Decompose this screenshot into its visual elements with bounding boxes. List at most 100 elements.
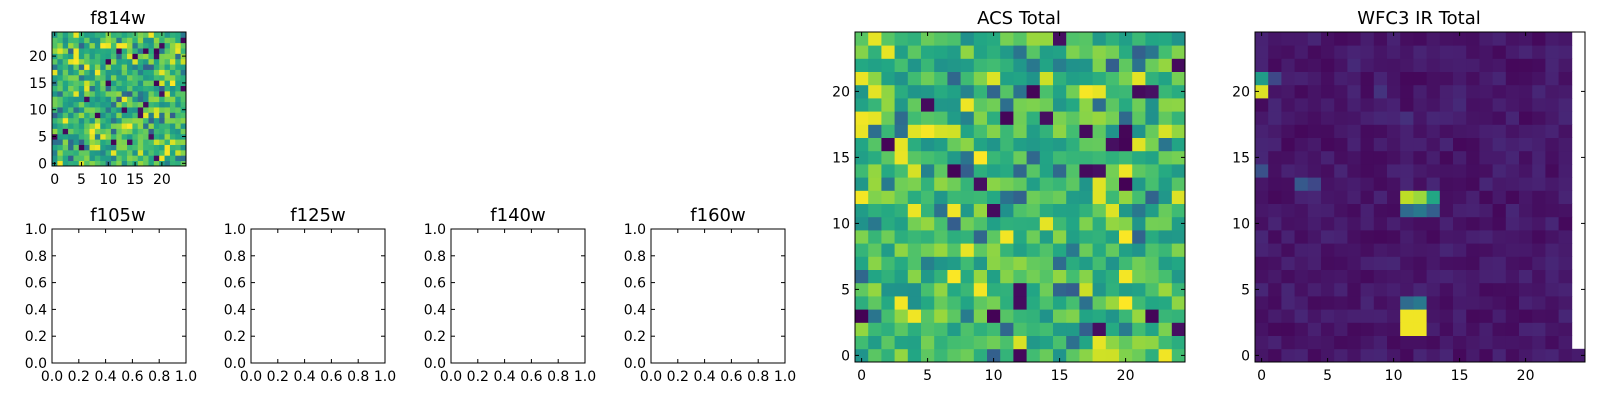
heatmap-cell	[1013, 98, 1027, 112]
heatmap-cell	[881, 32, 895, 46]
heatmap-cell	[73, 149, 80, 156]
heatmap-cell	[121, 58, 128, 65]
heatmap-cell	[1132, 58, 1146, 72]
heatmap-cell	[1281, 322, 1295, 336]
heatmap-cell	[100, 133, 106, 140]
y-tick-label: 0.2	[25, 329, 47, 345]
heatmap-cell	[1347, 230, 1361, 244]
heatmap-cell	[1479, 58, 1493, 72]
y-tick-label: 0.6	[424, 276, 446, 292]
heatmap-cell	[1132, 164, 1146, 178]
heatmap-cell	[894, 98, 909, 112]
heatmap-cell	[52, 128, 58, 135]
heatmap-cell	[1119, 322, 1133, 336]
heatmap-cell	[153, 80, 160, 86]
y-tick-label: 0	[38, 156, 47, 172]
heatmap-cell	[1505, 45, 1520, 59]
heatmap-cell	[89, 101, 96, 108]
heatmap-cell	[855, 348, 869, 363]
heatmap-cell	[1105, 32, 1120, 46]
heatmap-cell	[1307, 137, 1322, 152]
y-tick-label: 1.0	[424, 222, 446, 238]
heatmap-cell	[987, 335, 1001, 350]
heatmap-cell	[127, 144, 133, 151]
heatmap-cell	[89, 160, 96, 167]
heatmap-cell	[868, 45, 882, 59]
heatmap-cell	[1334, 282, 1348, 297]
heatmap-cell	[1132, 150, 1146, 165]
heatmap-cell	[987, 269, 1001, 284]
heatmap-cell	[121, 112, 128, 119]
heatmap-cell	[100, 90, 106, 97]
heatmap-cell	[1171, 71, 1186, 86]
heatmap-cell	[960, 296, 975, 310]
heatmap-cell	[1013, 203, 1027, 218]
heatmap-cell	[881, 269, 895, 284]
heatmap-cell	[1145, 111, 1159, 125]
heatmap-cell	[907, 348, 922, 363]
heatmap-cell	[921, 230, 935, 244]
heatmap-cell	[1400, 203, 1414, 218]
heatmap-cell	[1373, 84, 1388, 99]
heatmap-cell	[159, 90, 165, 97]
heatmap-cell	[921, 190, 935, 204]
heatmap-cell	[57, 64, 64, 70]
heatmap-cell	[1281, 98, 1295, 112]
heatmap-cell	[137, 144, 144, 151]
heatmap-cell	[1307, 335, 1322, 350]
heatmap-cell	[1453, 282, 1467, 297]
heatmap-cell	[1119, 177, 1133, 191]
heatmap-cell	[1466, 190, 1480, 204]
y-tick-label: 0.0	[25, 356, 47, 372]
heatmap-cell	[1158, 190, 1173, 204]
heatmap-cell	[1000, 296, 1014, 310]
heatmap-cell	[159, 42, 165, 49]
heatmap-cell	[62, 80, 69, 86]
heatmap-cell	[143, 90, 149, 97]
heatmap-cell	[894, 124, 909, 138]
heatmap-cell	[1466, 322, 1480, 336]
heatmap-cell	[1400, 137, 1414, 152]
heatmap-cell	[1000, 98, 1014, 112]
heatmap-cell	[1307, 296, 1322, 310]
heatmap-cell	[1281, 348, 1295, 363]
heatmap-cell	[973, 322, 988, 336]
heatmap-cell	[175, 96, 182, 103]
heatmap-cell	[1360, 256, 1375, 270]
heatmap-cell	[153, 160, 160, 167]
heatmap-cell	[1039, 348, 1054, 363]
heatmap-cell	[1453, 137, 1467, 152]
heatmap-cell	[1347, 348, 1361, 363]
heatmap-cell	[148, 69, 155, 76]
y-tick-label: 10	[832, 216, 850, 232]
heatmap-cell	[1132, 84, 1146, 99]
heatmap-cell	[1453, 58, 1467, 72]
heatmap-cell	[1373, 150, 1388, 165]
heatmap-cell	[1158, 45, 1173, 59]
heatmap-cell	[84, 74, 90, 81]
heatmap-cell	[868, 296, 882, 310]
heatmap-cell	[855, 256, 869, 270]
heatmap-cell	[110, 144, 117, 151]
heatmap-cell	[987, 282, 1001, 297]
heatmap-cell	[1413, 282, 1427, 297]
y-tick-label: 0.4	[624, 302, 646, 318]
heatmap-cell	[180, 37, 187, 44]
heatmap-cell	[1413, 190, 1427, 204]
heatmap-cell	[84, 48, 90, 54]
heatmap-cell	[1545, 243, 1559, 257]
heatmap-cell	[73, 139, 80, 145]
heatmap-cell	[1479, 177, 1493, 191]
heatmap-cell	[1105, 150, 1120, 165]
heatmap-cell	[1453, 256, 1467, 270]
heatmap-cell	[159, 149, 165, 156]
heatmap-cell	[84, 53, 90, 60]
heatmap-cell	[1321, 335, 1335, 350]
heatmap-cell	[921, 177, 935, 191]
heatmap-cell	[175, 133, 182, 140]
heatmap-cell	[855, 111, 869, 125]
heatmap-cell	[1105, 348, 1120, 363]
heatmap-cell	[52, 144, 58, 151]
heatmap-cell	[1373, 98, 1388, 112]
heatmap-cell	[1268, 230, 1282, 244]
